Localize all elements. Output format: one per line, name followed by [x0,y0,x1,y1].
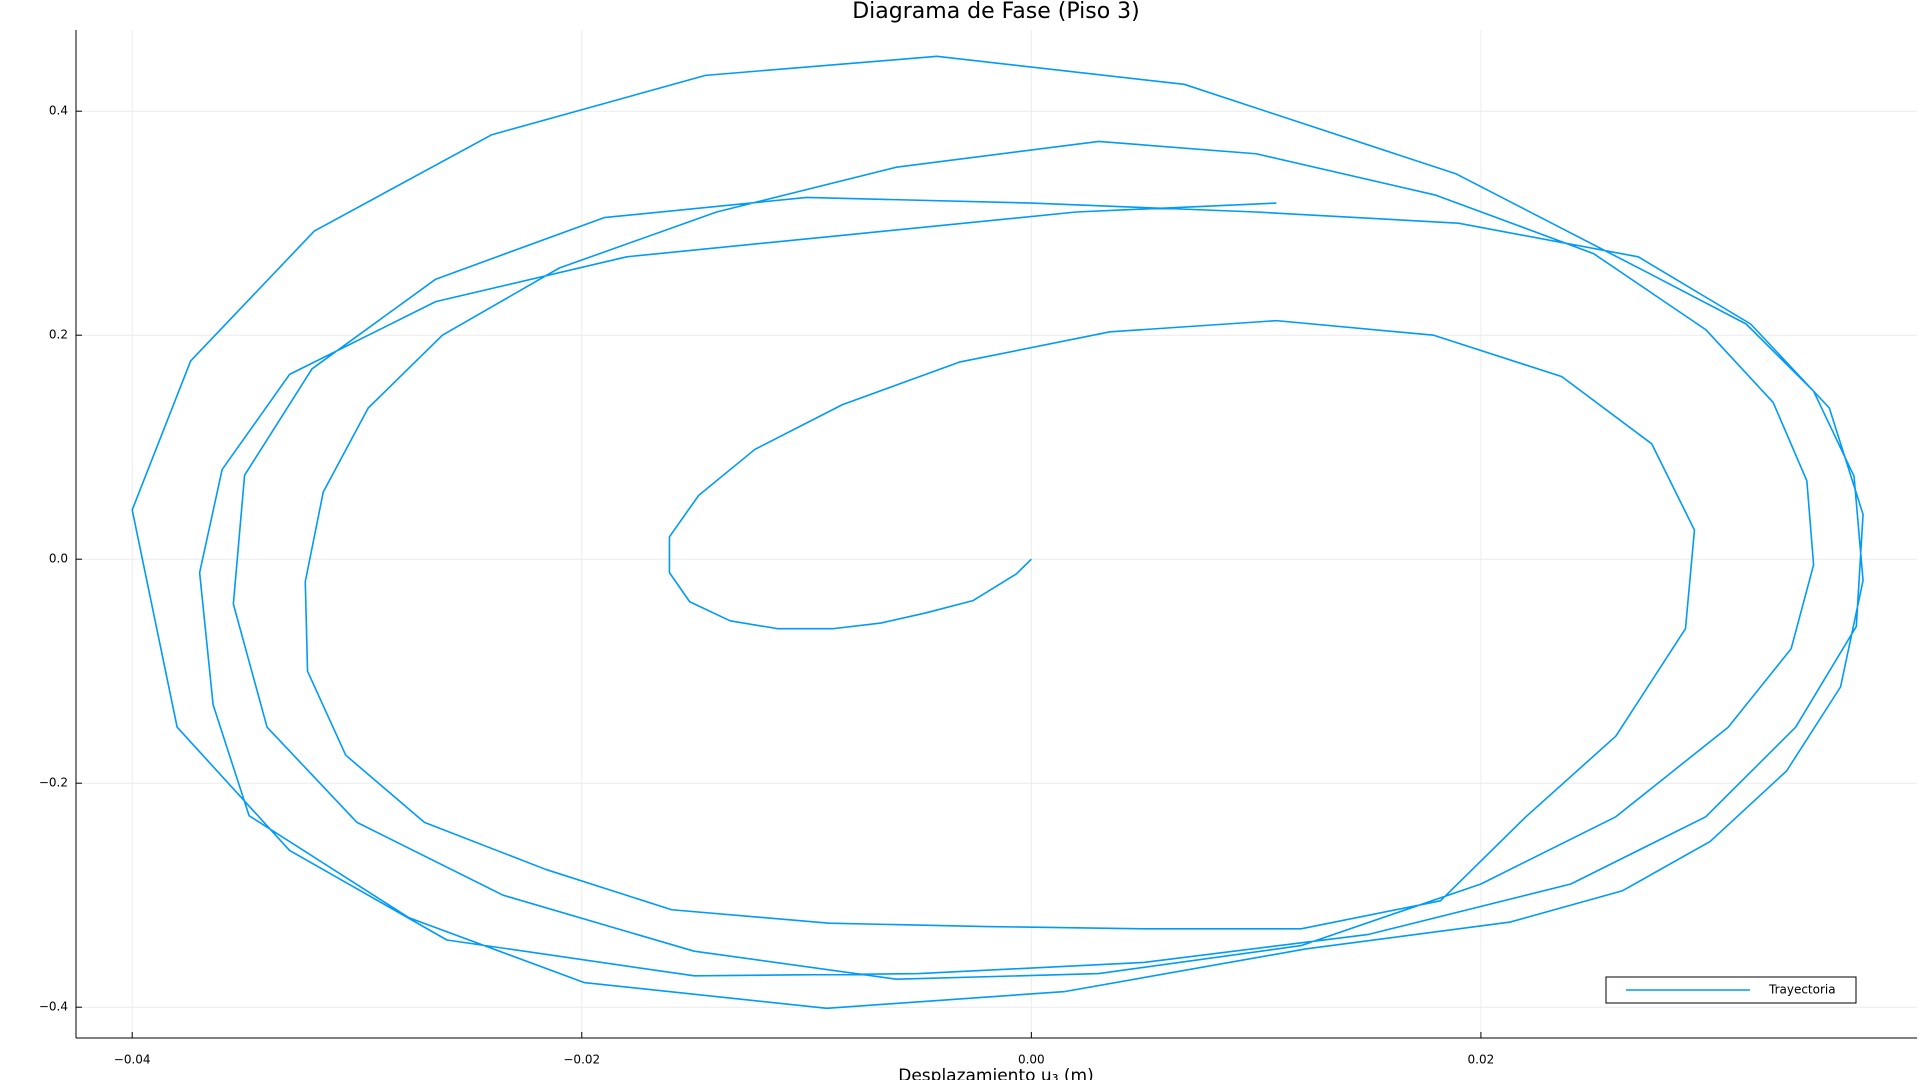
x-tick-label: −0.02 [563,1053,600,1067]
y-tick-label: 0.0 [49,552,68,566]
y-tick-label: 0.2 [49,328,68,342]
x-tick-label: 0.00 [1018,1053,1045,1067]
x-axis-label: Desplazamiento u₃ (m) [898,1066,1093,1080]
y-tick-label: 0.4 [49,104,68,118]
y-tick-label: −0.2 [39,776,68,790]
x-tick-label: 0.02 [1468,1053,1495,1067]
legend-label: Trayectoria [1768,983,1836,997]
x-tick-label: −0.04 [114,1053,151,1067]
trajectory-line [131,55,1864,1010]
chart-title: Diagrama de Fase (Piso 3) [852,0,1140,24]
y-tick-label: −0.4 [39,1000,68,1014]
